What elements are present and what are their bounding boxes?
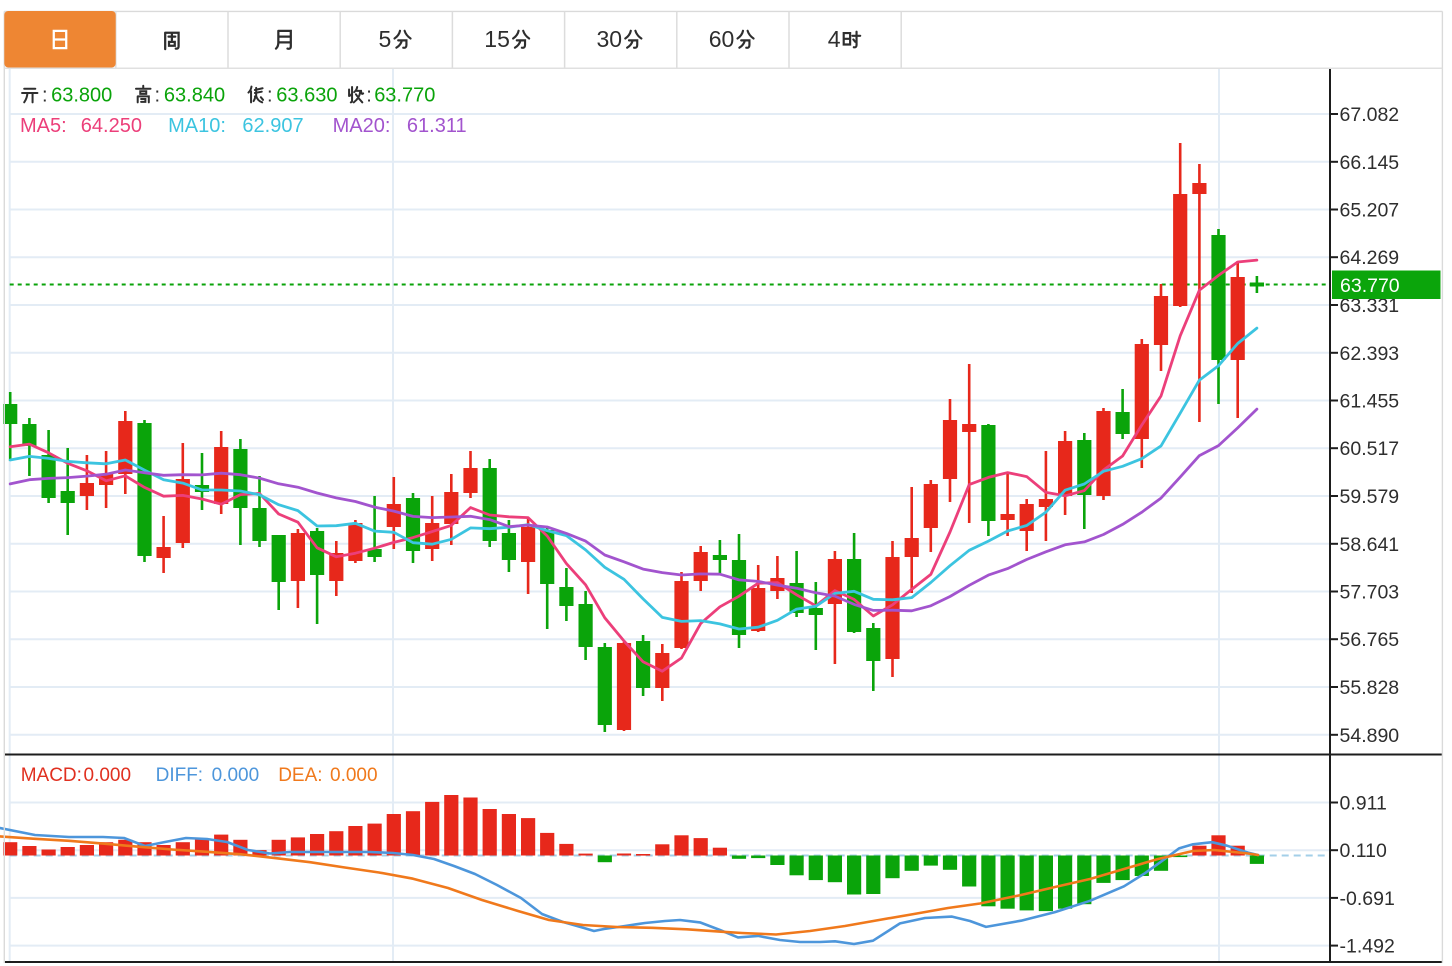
svg-text::: :: [42, 85, 48, 107]
svg-text:4: 4: [828, 26, 841, 52]
svg-text:56.765: 56.765: [1340, 629, 1400, 651]
svg-text:64.250: 64.250: [81, 115, 142, 137]
svg-text:15: 15: [484, 26, 510, 52]
svg-text:63.800: 63.800: [51, 85, 112, 107]
svg-text:61.455: 61.455: [1340, 391, 1400, 413]
svg-text:57.703: 57.703: [1340, 582, 1400, 604]
svg-text:58.641: 58.641: [1340, 534, 1400, 556]
svg-text:60: 60: [709, 26, 735, 52]
svg-text:MA20:: MA20:: [333, 115, 391, 137]
svg-text:0.000: 0.000: [330, 765, 378, 786]
svg-text:63.770: 63.770: [374, 85, 435, 107]
svg-text:DIFF:: DIFF:: [156, 765, 204, 786]
svg-text:63.630: 63.630: [276, 85, 337, 107]
svg-text:5: 5: [379, 26, 392, 52]
svg-text:-0.691: -0.691: [1340, 888, 1395, 910]
svg-text:62.393: 62.393: [1340, 343, 1400, 365]
svg-text:30: 30: [597, 26, 623, 52]
svg-text:63.770: 63.770: [1340, 275, 1400, 297]
svg-text:63.331: 63.331: [1340, 295, 1400, 317]
svg-text:59.579: 59.579: [1340, 486, 1400, 508]
svg-text::: :: [366, 85, 372, 107]
svg-text:MACD:: MACD:: [21, 765, 82, 786]
svg-text:66.145: 66.145: [1340, 152, 1400, 174]
svg-text:65.207: 65.207: [1340, 200, 1400, 222]
svg-text:0.911: 0.911: [1340, 793, 1387, 815]
svg-text::: :: [267, 85, 273, 107]
svg-text:55.828: 55.828: [1340, 677, 1400, 699]
svg-text:60.517: 60.517: [1340, 438, 1400, 460]
svg-text:62.907: 62.907: [242, 115, 303, 137]
svg-text:DEA:: DEA:: [278, 765, 322, 786]
svg-text:0.000: 0.000: [212, 765, 260, 786]
svg-text:-1.492: -1.492: [1340, 936, 1395, 958]
svg-text:0.000: 0.000: [84, 765, 132, 786]
svg-text::: :: [155, 85, 161, 107]
svg-text:0.110: 0.110: [1340, 840, 1388, 862]
svg-text:61.311: 61.311: [407, 115, 467, 137]
svg-text:67.082: 67.082: [1340, 104, 1400, 126]
svg-text:64.269: 64.269: [1340, 247, 1400, 269]
svg-text:63.840: 63.840: [164, 85, 225, 107]
svg-text:MA10:: MA10:: [168, 115, 226, 137]
svg-text:MA5:: MA5:: [20, 115, 67, 137]
svg-text:54.890: 54.890: [1340, 725, 1400, 747]
